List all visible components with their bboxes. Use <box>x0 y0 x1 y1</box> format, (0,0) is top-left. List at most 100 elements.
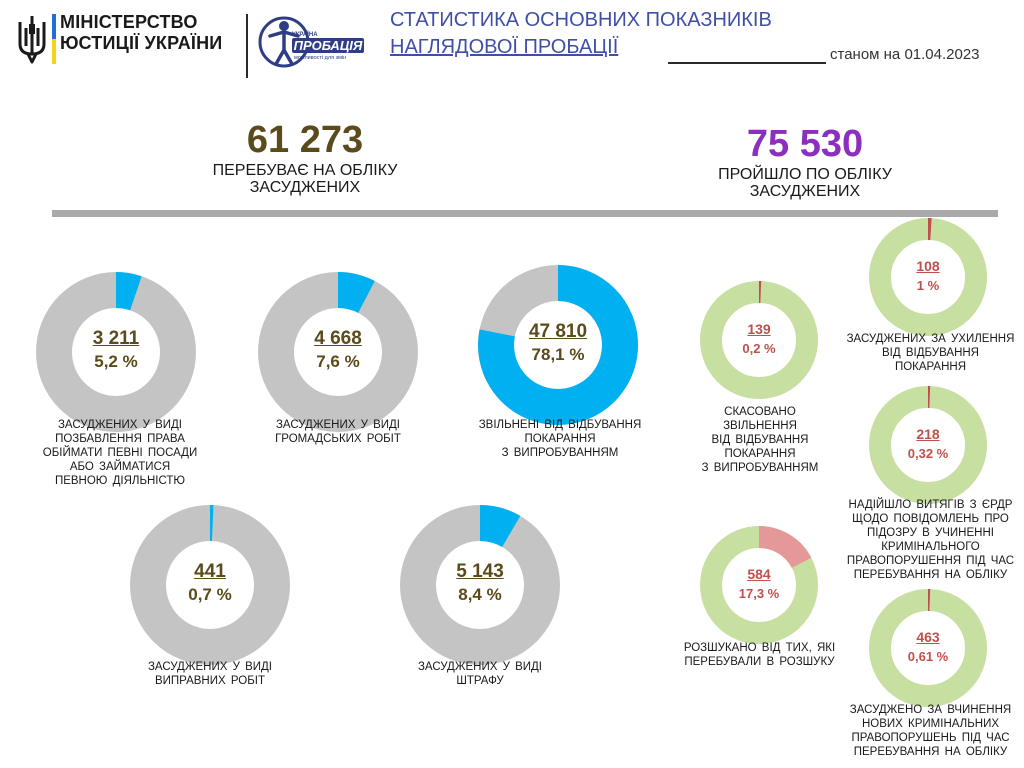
title-underline <box>668 62 826 64</box>
donut-svg-9 <box>869 386 987 504</box>
donut-label-4: ЗВІЛЬНЕНІ ВІД ВІДБУВАННЯ ПОКАРАННЯ З ВИПРО… <box>460 418 660 460</box>
donut-count-8: 108 <box>916 258 940 274</box>
logo-text-top: УКРАЇНА <box>292 32 318 38</box>
donut-percent-7: 0,2 % <box>742 341 776 356</box>
donut-label-4-line-2: З ВИПРОБУВАННЯМ <box>501 447 619 459</box>
donut-slice-4 <box>478 265 638 425</box>
donut-label-7-line-4: З ВИПРОБУВАННЯМ <box>701 462 819 474</box>
donut-svg-11 <box>869 589 987 707</box>
donut-svg-7 <box>700 281 818 399</box>
donut-label-2-line-1: ПОЗБАВЛЕННЯ ПРАВА <box>55 433 185 445</box>
donut-svg-3 <box>258 272 418 432</box>
section-divider <box>52 210 998 217</box>
donut-chart-6: 5 143 8,4 % <box>398 503 562 667</box>
page-title-line1: СТАТИСТИКА ОСНОВНИХ ПОКАЗНИКІВ <box>390 9 772 31</box>
donut-label-9: НАДІЙШЛО ВИТЯГІВ З ЄРДР ЩОДО ПОВІДОМЛЕНЬ … <box>838 498 1023 582</box>
donut-label-11-line-3: ПЕРЕБУВАННЯ НА ОБЛІКУ <box>853 746 1008 758</box>
donut-slice-9 <box>869 386 987 504</box>
donut-count-4: 47 810 <box>528 321 588 342</box>
kpi-right: 75 530 ПРОЙШЛО ПО ОБЛІКУ ЗАСУДЖЕНИХ <box>690 122 920 200</box>
ministry-line2: ЮСТИЦІЇ УКРАЇНИ <box>60 33 223 53</box>
donut-svg-5 <box>130 505 290 665</box>
donut-label-3: ЗАСУДЖЕНИХ У ВИДІ ГРОМАДСЬКИХ РОБІТ <box>258 418 418 446</box>
donut-count-7: 139 <box>747 321 771 337</box>
donut-slice-2 <box>36 272 196 432</box>
page-title-line2: НАГЛЯДОВОЇ ПРОБАЦІЇ <box>390 36 619 58</box>
donut-label-2-line-3: АБО ЗАЙМАТИСЯ <box>69 461 171 473</box>
donut-label-11-line-1: НОВИХ КРИМІНАЛЬНИХ <box>861 718 1000 730</box>
donut-label-6-line-1: ШТРАФУ <box>456 675 504 687</box>
donut-slice-5 <box>130 505 290 665</box>
donut-svg-6 <box>400 505 560 665</box>
donut-count-2: 3 211 <box>92 328 140 349</box>
donut-label-5-line-0: ЗАСУДЖЕНИХ У ВИДІ <box>147 661 272 673</box>
donut-svg-10 <box>700 526 818 644</box>
donut-label-8-line-2: ПОКАРАННЯ <box>894 361 967 373</box>
donut-percent-8: 1 % <box>916 278 940 293</box>
kpi-left: 61 273 ПЕРЕБУВАЄ НА ОБЛІКУ ЗАСУДЖЕНИХ <box>190 118 420 196</box>
donut-slice-6 <box>400 505 560 665</box>
ministry-line1: МІНІСТЕРСТВО <box>60 12 198 32</box>
donut-track-7 <box>700 281 818 399</box>
donut-chart-10: 584 17,3 % <box>698 524 820 646</box>
donut-label-7: СКАСОВАНО ЗВІЛЬНЕННЯ ВІД ВІДБУВАННЯ ПОКАРАН… <box>675 405 845 475</box>
donut-label-6-line-0: ЗАСУДЖЕНИХ У ВИДІ <box>417 661 542 673</box>
donut-label-5-line-1: ВИПРАВНИХ РОБІТ <box>154 675 265 687</box>
donut-label-4-line-1: ПОКАРАННЯ <box>524 433 596 445</box>
ministry-name: МІНІСТЕРСТВО ЮСТИЦІЇ УКРАЇНИ <box>60 12 250 54</box>
logo-text-bottom: можливості для змін <box>294 55 347 61</box>
donut-svg-8 <box>869 218 987 336</box>
trident-icon <box>18 16 46 64</box>
kpi-right-caption-line1: ПРОЙШЛО ПО ОБЛІКУ <box>718 166 892 183</box>
donut-label-2: ЗАСУДЖЕНИХ У ВИДІ ПОЗБАВЛЕННЯ ПРАВА ОБІЙМА… <box>30 418 210 488</box>
donut-label-10: РОЗШУКАНО ВІД ТИХ, ЯКІ ПЕРЕБУВАЛИ В РОЗШУ… <box>672 641 847 669</box>
donut-slice-7 <box>700 281 818 399</box>
donut-label-9-line-3: КРИМІНАЛЬНОГО <box>881 541 980 553</box>
donut-label-8: ЗАСУДЖЕНИХ ЗА УХИЛЕННЯ ВІД ВІДБУВАННЯ ПОКА… <box>838 332 1023 374</box>
as-of-date: станом на 01.04.2023 <box>830 46 980 63</box>
donut-percent-5: 0,7 % <box>188 585 232 604</box>
donut-label-2-line-0: ЗАСУДЖЕНИХ У ВИДІ <box>57 419 182 431</box>
donut-label-4-line-0: ЗВІЛЬНЕНІ ВІД ВІДБУВАННЯ <box>478 419 642 431</box>
donut-slice-10 <box>700 526 818 644</box>
donut-track-11 <box>869 589 987 707</box>
donut-count-9: 218 <box>916 426 940 442</box>
donut-label-9-line-5: ПЕРЕБУВАННЯ НА ОБЛІКУ <box>853 569 1008 581</box>
kpi-right-caption-line2: ЗАСУДЖЕНИХ <box>749 183 861 200</box>
donut-count-3: 4 668 <box>314 328 362 349</box>
kpi-left-value: 61 273 <box>246 119 364 161</box>
donut-percent-4: 78,1 % <box>531 345 585 364</box>
donut-chart-11: 463 0,61 % <box>867 587 989 709</box>
donut-count-10: 584 <box>747 566 771 582</box>
donut-label-3-line-1: ГРОМАДСЬКИХ РОБІТ <box>275 433 401 445</box>
donut-svg-2 <box>36 272 196 432</box>
donut-label-9-line-4: ПРАВОПОРУШЕННЯ ПІД ЧАС <box>846 555 1015 567</box>
donut-chart-8: 108 1 % <box>867 216 989 338</box>
donut-count-11: 463 <box>916 629 940 645</box>
donut-percent-9: 0,32 % <box>907 446 949 461</box>
donut-count-5: 441 <box>194 561 226 582</box>
donut-label-7-line-3: ПОКАРАННЯ <box>724 448 796 460</box>
donut-label-9-line-2: ПІДОЗРУ В УЧИНЕННІ <box>867 527 994 539</box>
donut-label-9-line-1: ЩОДО ПОВІДОМЛЕНЬ ПРО <box>852 513 1009 525</box>
donut-label-8-line-0: ЗАСУДЖЕНИХ ЗА УХИЛЕННЯ <box>846 333 1015 345</box>
donut-label-6: ЗАСУДЖЕНИХ У ВИДІ ШТРАФУ <box>390 660 570 688</box>
probation-logo: УКРАЇНА ПРОБАЦІЯ можливості для змін <box>256 12 366 72</box>
donut-track-9 <box>869 386 987 504</box>
donut-svg-4 <box>478 265 638 425</box>
page-title: СТАТИСТИКА ОСНОВНИХ ПОКАЗНИКІВ НАГЛЯДОВО… <box>390 7 910 61</box>
donut-label-9-line-0: НАДІЙШЛО ВИТЯГІВ З ЄРДР <box>848 499 1013 511</box>
donut-label-2-line-4: ПЕВНОЮ ДІЯЛЬНІСТЮ <box>54 475 186 487</box>
donut-label-3-line-0: ЗАСУДЖЕНИХ У ВИДІ <box>275 419 400 431</box>
donut-label-5: ЗАСУДЖЕНИХ У ВИДІ ВИПРАВНИХ РОБІТ <box>120 660 300 688</box>
donut-chart-2: 3 211 5,2 % <box>34 270 198 434</box>
kpi-right-value: 75 530 <box>746 123 864 165</box>
header: МІНІСТЕРСТВО ЮСТИЦІЇ УКРАЇНИ УКРАЇНА ПРО… <box>0 0 1024 90</box>
donut-label-7-line-1: ЗВІЛЬНЕННЯ <box>723 420 797 432</box>
donut-label-10-line-0: РОЗШУКАНО ВІД ТИХ, ЯКІ <box>683 642 836 654</box>
donut-percent-10: 17,3 % <box>738 586 780 601</box>
donut-slice-3 <box>258 272 418 432</box>
donut-label-7-line-2: ВІД ВІДБУВАННЯ <box>711 434 809 446</box>
donut-track-8 <box>869 218 987 336</box>
donut-percent-6: 8,4 % <box>458 585 502 604</box>
